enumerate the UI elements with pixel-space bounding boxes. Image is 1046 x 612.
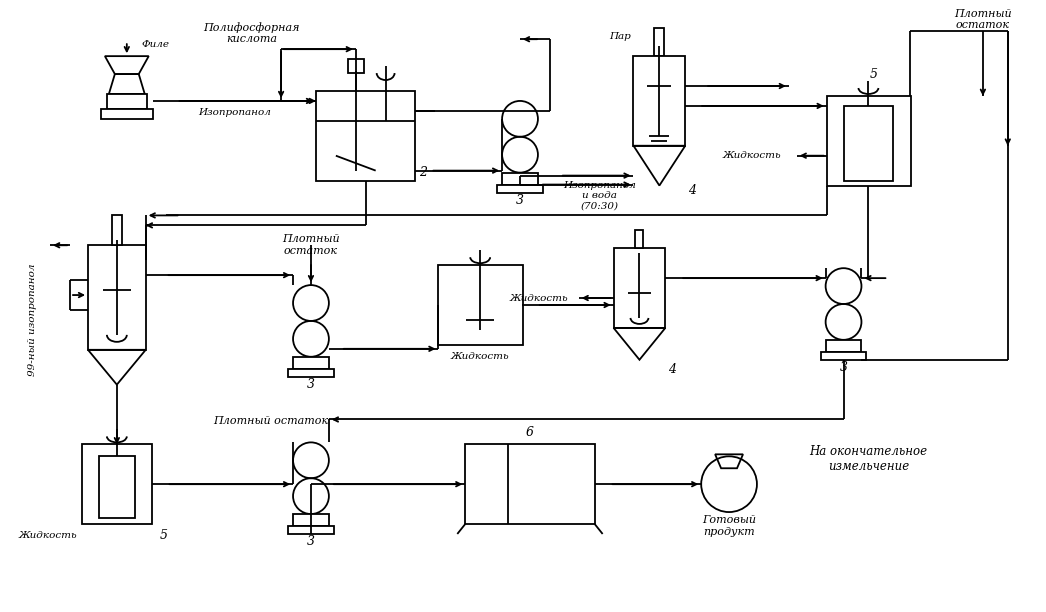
Bar — [636, 230, 643, 248]
Text: Жидкость: Жидкость — [19, 531, 77, 540]
Bar — [293, 514, 328, 526]
Text: 99-ный изопропанол: 99-ный изопропанол — [28, 264, 37, 376]
Bar — [614, 248, 665, 328]
Text: Плотный
остаток: Плотный остаток — [954, 9, 1011, 30]
Bar — [826, 96, 911, 185]
Bar — [316, 91, 415, 181]
Bar — [497, 185, 543, 193]
Text: Готовый
продукт: Готовый продукт — [702, 515, 756, 537]
Text: Плотный
остаток: Плотный остаток — [282, 234, 340, 256]
Text: 3: 3 — [306, 536, 315, 548]
Bar — [438, 265, 523, 345]
Text: 2: 2 — [419, 166, 428, 179]
Bar — [100, 109, 153, 119]
Bar — [112, 215, 121, 245]
Text: Пар: Пар — [609, 32, 631, 41]
Bar — [348, 59, 364, 73]
Bar — [107, 94, 146, 109]
Text: Жидкость: Жидкость — [509, 294, 568, 302]
Bar — [634, 56, 685, 146]
Bar — [843, 106, 893, 181]
Text: Жидкость: Жидкость — [723, 151, 781, 160]
Text: 3: 3 — [516, 194, 524, 207]
Bar — [288, 526, 334, 534]
Bar — [465, 444, 595, 524]
Bar — [825, 340, 862, 352]
Text: 6: 6 — [526, 426, 533, 439]
Bar — [88, 245, 145, 350]
Text: Жидкость: Жидкость — [451, 353, 509, 361]
Bar — [655, 28, 664, 56]
Bar — [293, 357, 328, 368]
Text: 3: 3 — [306, 378, 315, 391]
Text: 3: 3 — [840, 361, 847, 374]
Bar — [502, 173, 538, 185]
Text: Изопропанол: Изопропанол — [198, 108, 271, 118]
Bar — [288, 368, 334, 376]
Text: 4: 4 — [668, 363, 677, 376]
Text: 5: 5 — [160, 529, 167, 542]
Bar — [82, 444, 152, 524]
Text: Плотный остаток: Плотный остаток — [213, 417, 328, 427]
Text: 5: 5 — [869, 67, 878, 81]
Text: Филе: Филе — [142, 40, 169, 49]
Bar — [99, 457, 135, 518]
Bar — [821, 352, 866, 360]
Text: Полифосфорная
кислота: Полифосфорная кислота — [203, 22, 299, 45]
Text: На окончательное
измельчение: На окончательное измельчение — [810, 446, 928, 473]
Text: Изопропанол
и вода
(70:30): Изопропанол и вода (70:30) — [563, 181, 636, 211]
Text: 4: 4 — [688, 184, 697, 197]
